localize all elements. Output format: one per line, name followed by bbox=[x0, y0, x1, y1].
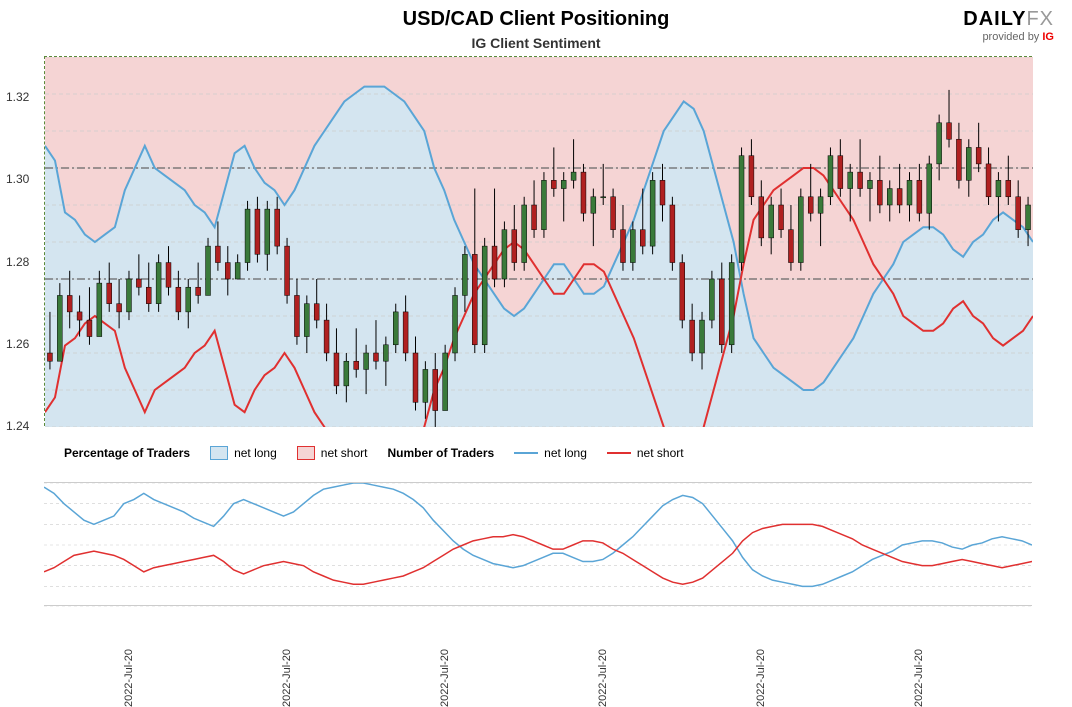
y-right2-tick: 600 bbox=[1066, 516, 1072, 530]
y-right-tick: 60% bbox=[1066, 197, 1072, 211]
legend-num-short-text: net short bbox=[637, 446, 684, 460]
chart-title: USD/CAD Client Positioning bbox=[0, 0, 1072, 31]
y-right-tick: 30% bbox=[1066, 419, 1072, 433]
logo: DAILYFX provided by IG bbox=[963, 8, 1054, 43]
y-left-tick: 1.28 bbox=[6, 255, 29, 269]
swatch-pct-long bbox=[210, 446, 228, 460]
x-axis-tick: 2022-Jul-20 bbox=[913, 649, 925, 707]
y-right-tick: 55% bbox=[1066, 234, 1072, 248]
legend-num-long: net long bbox=[514, 446, 587, 460]
legend-num-label: Number of Traders bbox=[387, 446, 494, 460]
chart-subtitle: IG Client Sentiment bbox=[0, 35, 1072, 51]
legend-pct-label: Percentage of Traders bbox=[64, 446, 190, 460]
y-left-tick: 1.26 bbox=[6, 337, 29, 351]
y-right-tick: 40% bbox=[1066, 345, 1072, 359]
y-left-tick: 1.24 bbox=[6, 419, 29, 433]
y-right2-tick: 700 bbox=[1066, 496, 1072, 510]
y-right-tick: 65% bbox=[1066, 160, 1072, 174]
legend: Percentage of Traders net long net short… bbox=[44, 438, 1032, 468]
legend-pct-long-text: net long bbox=[234, 446, 277, 460]
x-axis-tick: 2022-Jul-20 bbox=[755, 649, 767, 707]
y-left-tick: 1.32 bbox=[6, 90, 29, 104]
logo-brand-1: DAILY bbox=[963, 8, 1026, 30]
y-left-tick: 1.30 bbox=[6, 172, 29, 186]
legend-pct-short: net short bbox=[297, 446, 368, 460]
y-right-tick: 35% bbox=[1066, 382, 1072, 396]
y-right2-tick: 300 bbox=[1066, 578, 1072, 592]
y-right2-tick: 800 bbox=[1066, 475, 1072, 489]
logo-tagline-brand: IG bbox=[1042, 31, 1054, 43]
x-axis-tick: 2022-Jul-20 bbox=[439, 649, 451, 707]
swatch-pct-short bbox=[297, 446, 315, 460]
y-right2-tick: 400 bbox=[1066, 558, 1072, 572]
y-right2-tick: 200 bbox=[1066, 599, 1072, 613]
logo-tagline-prefix: provided by bbox=[982, 31, 1042, 43]
swatch-line-num-long bbox=[514, 452, 538, 454]
secondary-chart bbox=[44, 482, 1032, 606]
main-chart bbox=[44, 56, 1032, 426]
swatch-line-num-short bbox=[607, 452, 631, 454]
y-right-tick: 50% bbox=[1066, 271, 1072, 285]
x-axis-tick: 2022-Jul-20 bbox=[123, 649, 135, 707]
x-axis-tick: 2022-Jul-20 bbox=[597, 649, 609, 707]
y-right-tick: 70% bbox=[1066, 123, 1072, 137]
legend-num-short: net short bbox=[607, 446, 684, 460]
y-right2-tick: 500 bbox=[1066, 537, 1072, 551]
y-right-tick: 80% bbox=[1066, 49, 1072, 63]
legend-pct-long: net long bbox=[210, 446, 277, 460]
legend-num-long-text: net long bbox=[544, 446, 587, 460]
y-right-tick: 75% bbox=[1066, 86, 1072, 100]
logo-brand-2: FX bbox=[1026, 8, 1054, 30]
legend-pct-short-text: net short bbox=[321, 446, 368, 460]
y-right-tick: 45% bbox=[1066, 308, 1072, 322]
x-axis-tick: 2022-Jul-20 bbox=[281, 649, 293, 707]
